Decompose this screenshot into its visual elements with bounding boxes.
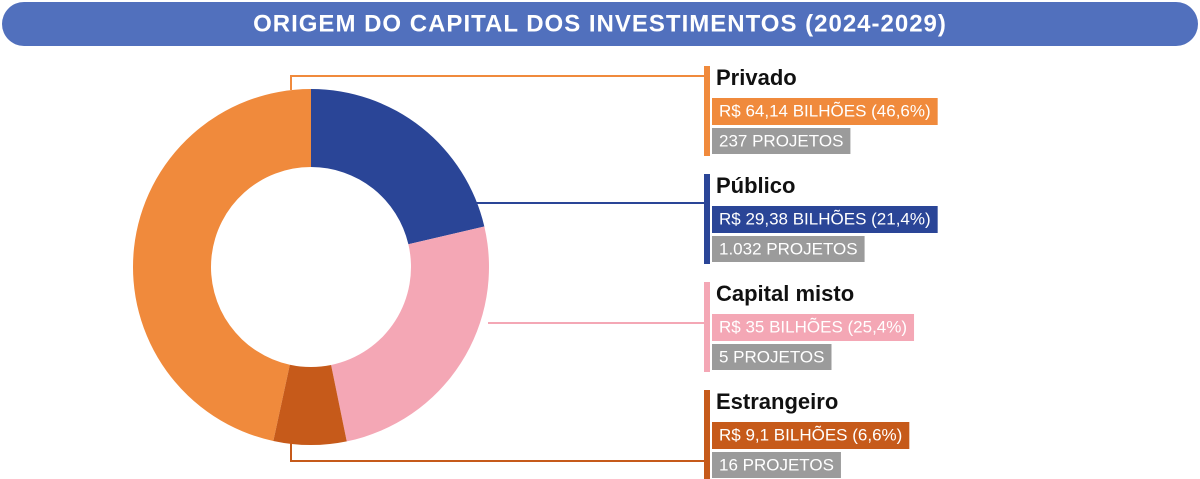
project-label-box xyxy=(712,344,832,370)
legend-bar xyxy=(704,174,710,264)
project-label: 16 PROJETOS xyxy=(719,455,834,474)
value-label: R$ 35 BILHÕES (25,4%) xyxy=(719,317,907,336)
value-label-box xyxy=(712,206,938,233)
legend-name: Estrangeiro xyxy=(716,389,838,414)
legend-name: Privado xyxy=(716,65,797,90)
donut-slice xyxy=(273,364,347,446)
value-label: R$ 9,1 BILHÕES (6,6%) xyxy=(719,425,902,444)
leader-line xyxy=(290,440,705,462)
project-label-box xyxy=(712,236,865,262)
project-label-box xyxy=(712,128,851,154)
project-label-box xyxy=(712,452,841,478)
donut-slice xyxy=(331,226,490,442)
legend-name: Público xyxy=(716,173,795,198)
donut-slice xyxy=(132,89,311,441)
project-label: 5 PROJETOS xyxy=(719,347,825,366)
legend-bar xyxy=(704,66,710,156)
value-label-box xyxy=(712,314,915,341)
project-label: 237 PROJETOS xyxy=(719,131,843,150)
legend-name: Capital misto xyxy=(716,281,854,306)
value-label: R$ 29,38 BILHÕES (21,4%) xyxy=(719,209,931,228)
chart-title: ORIGEM DO CAPITAL DOS INVESTIMENTOS (202… xyxy=(253,10,947,37)
project-label: 1.032 PROJETOS xyxy=(719,239,858,258)
value-label-box xyxy=(712,422,910,449)
leader-line xyxy=(290,75,705,90)
donut-slice xyxy=(311,89,485,245)
value-label-box xyxy=(712,98,938,125)
legend-bar xyxy=(704,390,710,479)
value-label: R$ 64,14 BILHÕES (46,6%) xyxy=(719,101,931,120)
title-banner xyxy=(2,2,1198,46)
legend-bar xyxy=(704,282,710,372)
